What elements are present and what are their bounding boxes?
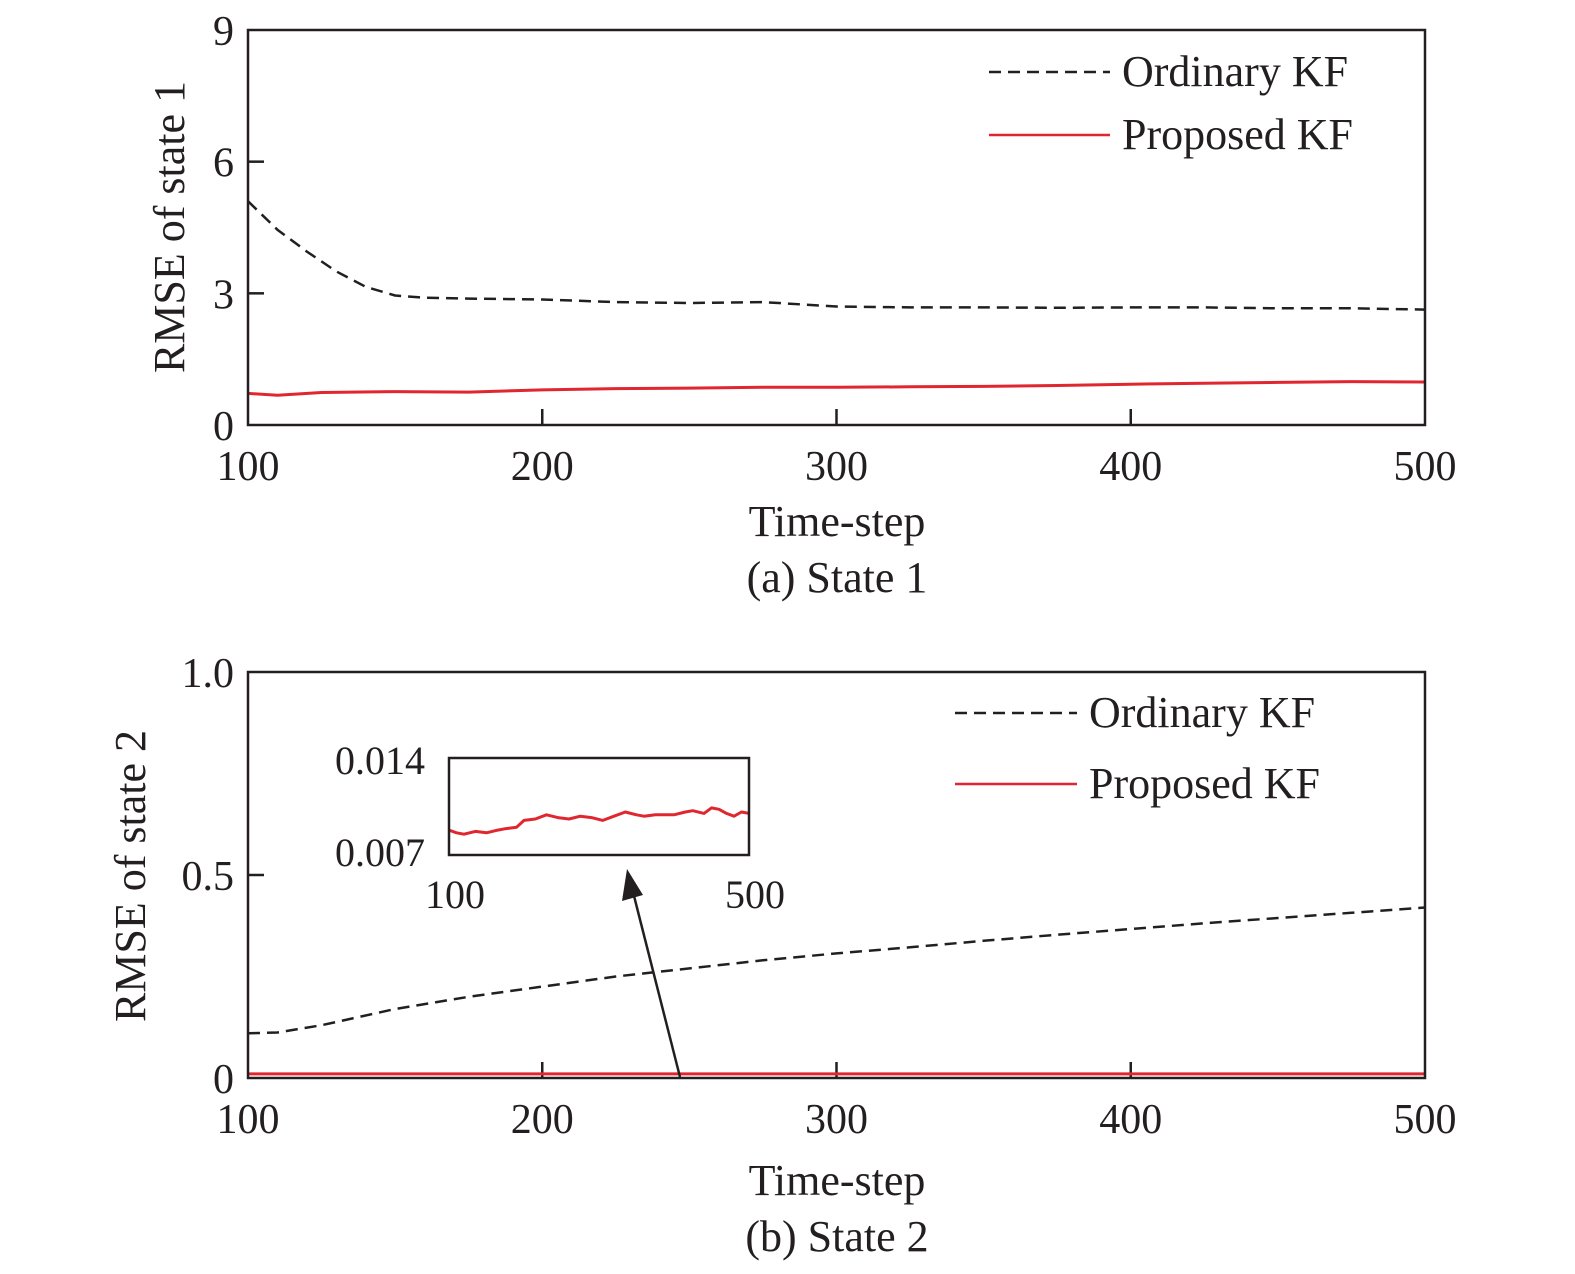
panel-b-ticks — [248, 873, 1132, 1078]
inset-frame — [447, 756, 751, 857]
panel-a-y-tick-label: 9 — [213, 9, 234, 55]
panel-b-caption: (b) State 2 — [745, 1212, 928, 1261]
panel-a-legend-label-ordinary: Ordinary KF — [1122, 47, 1348, 96]
panel-b-tick-labels: 100 200 300 400 500 0 0.5 1.0 — [182, 651, 1457, 1143]
panel-a-x-tick-label: 300 — [805, 444, 868, 490]
panel-b-x-tick-label: 100 — [217, 1097, 280, 1143]
panel-a-y-tick-label: 3 — [213, 272, 234, 318]
panel-b-legend-label-ordinary: Ordinary KF — [1089, 688, 1315, 737]
panel-a-x-tick-label: 500 — [1394, 444, 1457, 490]
panel-a-series-proposed-kf-line — [247, 380, 1426, 397]
panel-a-x-tick-label: 100 — [217, 444, 280, 490]
inset-y-tick-label-top: 0.014 — [335, 738, 425, 783]
panel-a-y-tick-label: 0 — [213, 404, 234, 450]
inset-x-tick-label-right: 500 — [725, 872, 785, 917]
panel-b-x-axis-title: Time-step — [749, 1156, 926, 1205]
panel-b-x-tick-label: 400 — [1099, 1097, 1162, 1143]
panel-a-legend: Ordinary KF Proposed KF — [989, 47, 1353, 159]
panel-b-frame — [246, 670, 1427, 1080]
panel-a-y-axis-title: RMSE of state 1 — [145, 81, 194, 373]
panel-b-inset: 0.014 0.007 100 500 — [335, 738, 785, 917]
inset-series — [448, 806, 750, 836]
panel-a-legend-label-proposed: Proposed KF — [1122, 110, 1353, 159]
panel-b-legend-label-proposed: Proposed KF — [1089, 759, 1320, 808]
panel-b-x-tick-label: 300 — [805, 1097, 868, 1143]
panel-a-series-ordinary-kf-line — [247, 200, 1426, 311]
panel-a: 100 200 300 400 500 0 3 6 9 Time-step RMSE of st… — [145, 9, 1457, 602]
panel-a-caption: (a) State 1 — [747, 553, 928, 602]
panel-b-series — [247, 906, 1426, 1076]
inset-series-proposed-kf-line — [448, 806, 750, 836]
panel-b-x-tick-label: 200 — [511, 1097, 574, 1143]
panel-a-y-tick-label: 6 — [213, 141, 234, 187]
panel-a-x-tick-label: 400 — [1099, 444, 1162, 490]
panel-b-y-tick-label: 0 — [213, 1057, 234, 1103]
panel-b-x-tick-label: 500 — [1394, 1097, 1457, 1143]
panel-a-frame — [246, 28, 1427, 427]
panel-b-legend: Ordinary KF Proposed KF — [955, 688, 1320, 808]
inset-arrow-shaft — [631, 891, 682, 1078]
panel-a-series — [247, 200, 1426, 397]
panel-a-tick-labels: 100 200 300 400 500 0 3 6 9 — [213, 9, 1457, 490]
panel-b: 100 200 300 400 500 0 0.5 1.0 Time-step RMSE of… — [106, 651, 1457, 1261]
panel-b-y-axis-title: RMSE of state 2 — [106, 730, 155, 1022]
panel-b-y-tick-label: 1.0 — [182, 651, 235, 697]
panel-a-x-tick-label: 200 — [511, 444, 574, 490]
inset-arrow-head — [622, 869, 643, 901]
panel-a-x-axis-title: Time-step — [749, 497, 926, 546]
inset-pointer-arrow — [622, 869, 682, 1078]
inset-y-tick-label-bottom: 0.007 — [335, 830, 425, 875]
panel-b-series-ordinary-kf-line — [247, 906, 1426, 1035]
panel-b-y-tick-label: 0.5 — [182, 854, 235, 900]
panel-a-ticks — [248, 160, 1132, 425]
inset-x-tick-label-left: 100 — [425, 872, 485, 917]
